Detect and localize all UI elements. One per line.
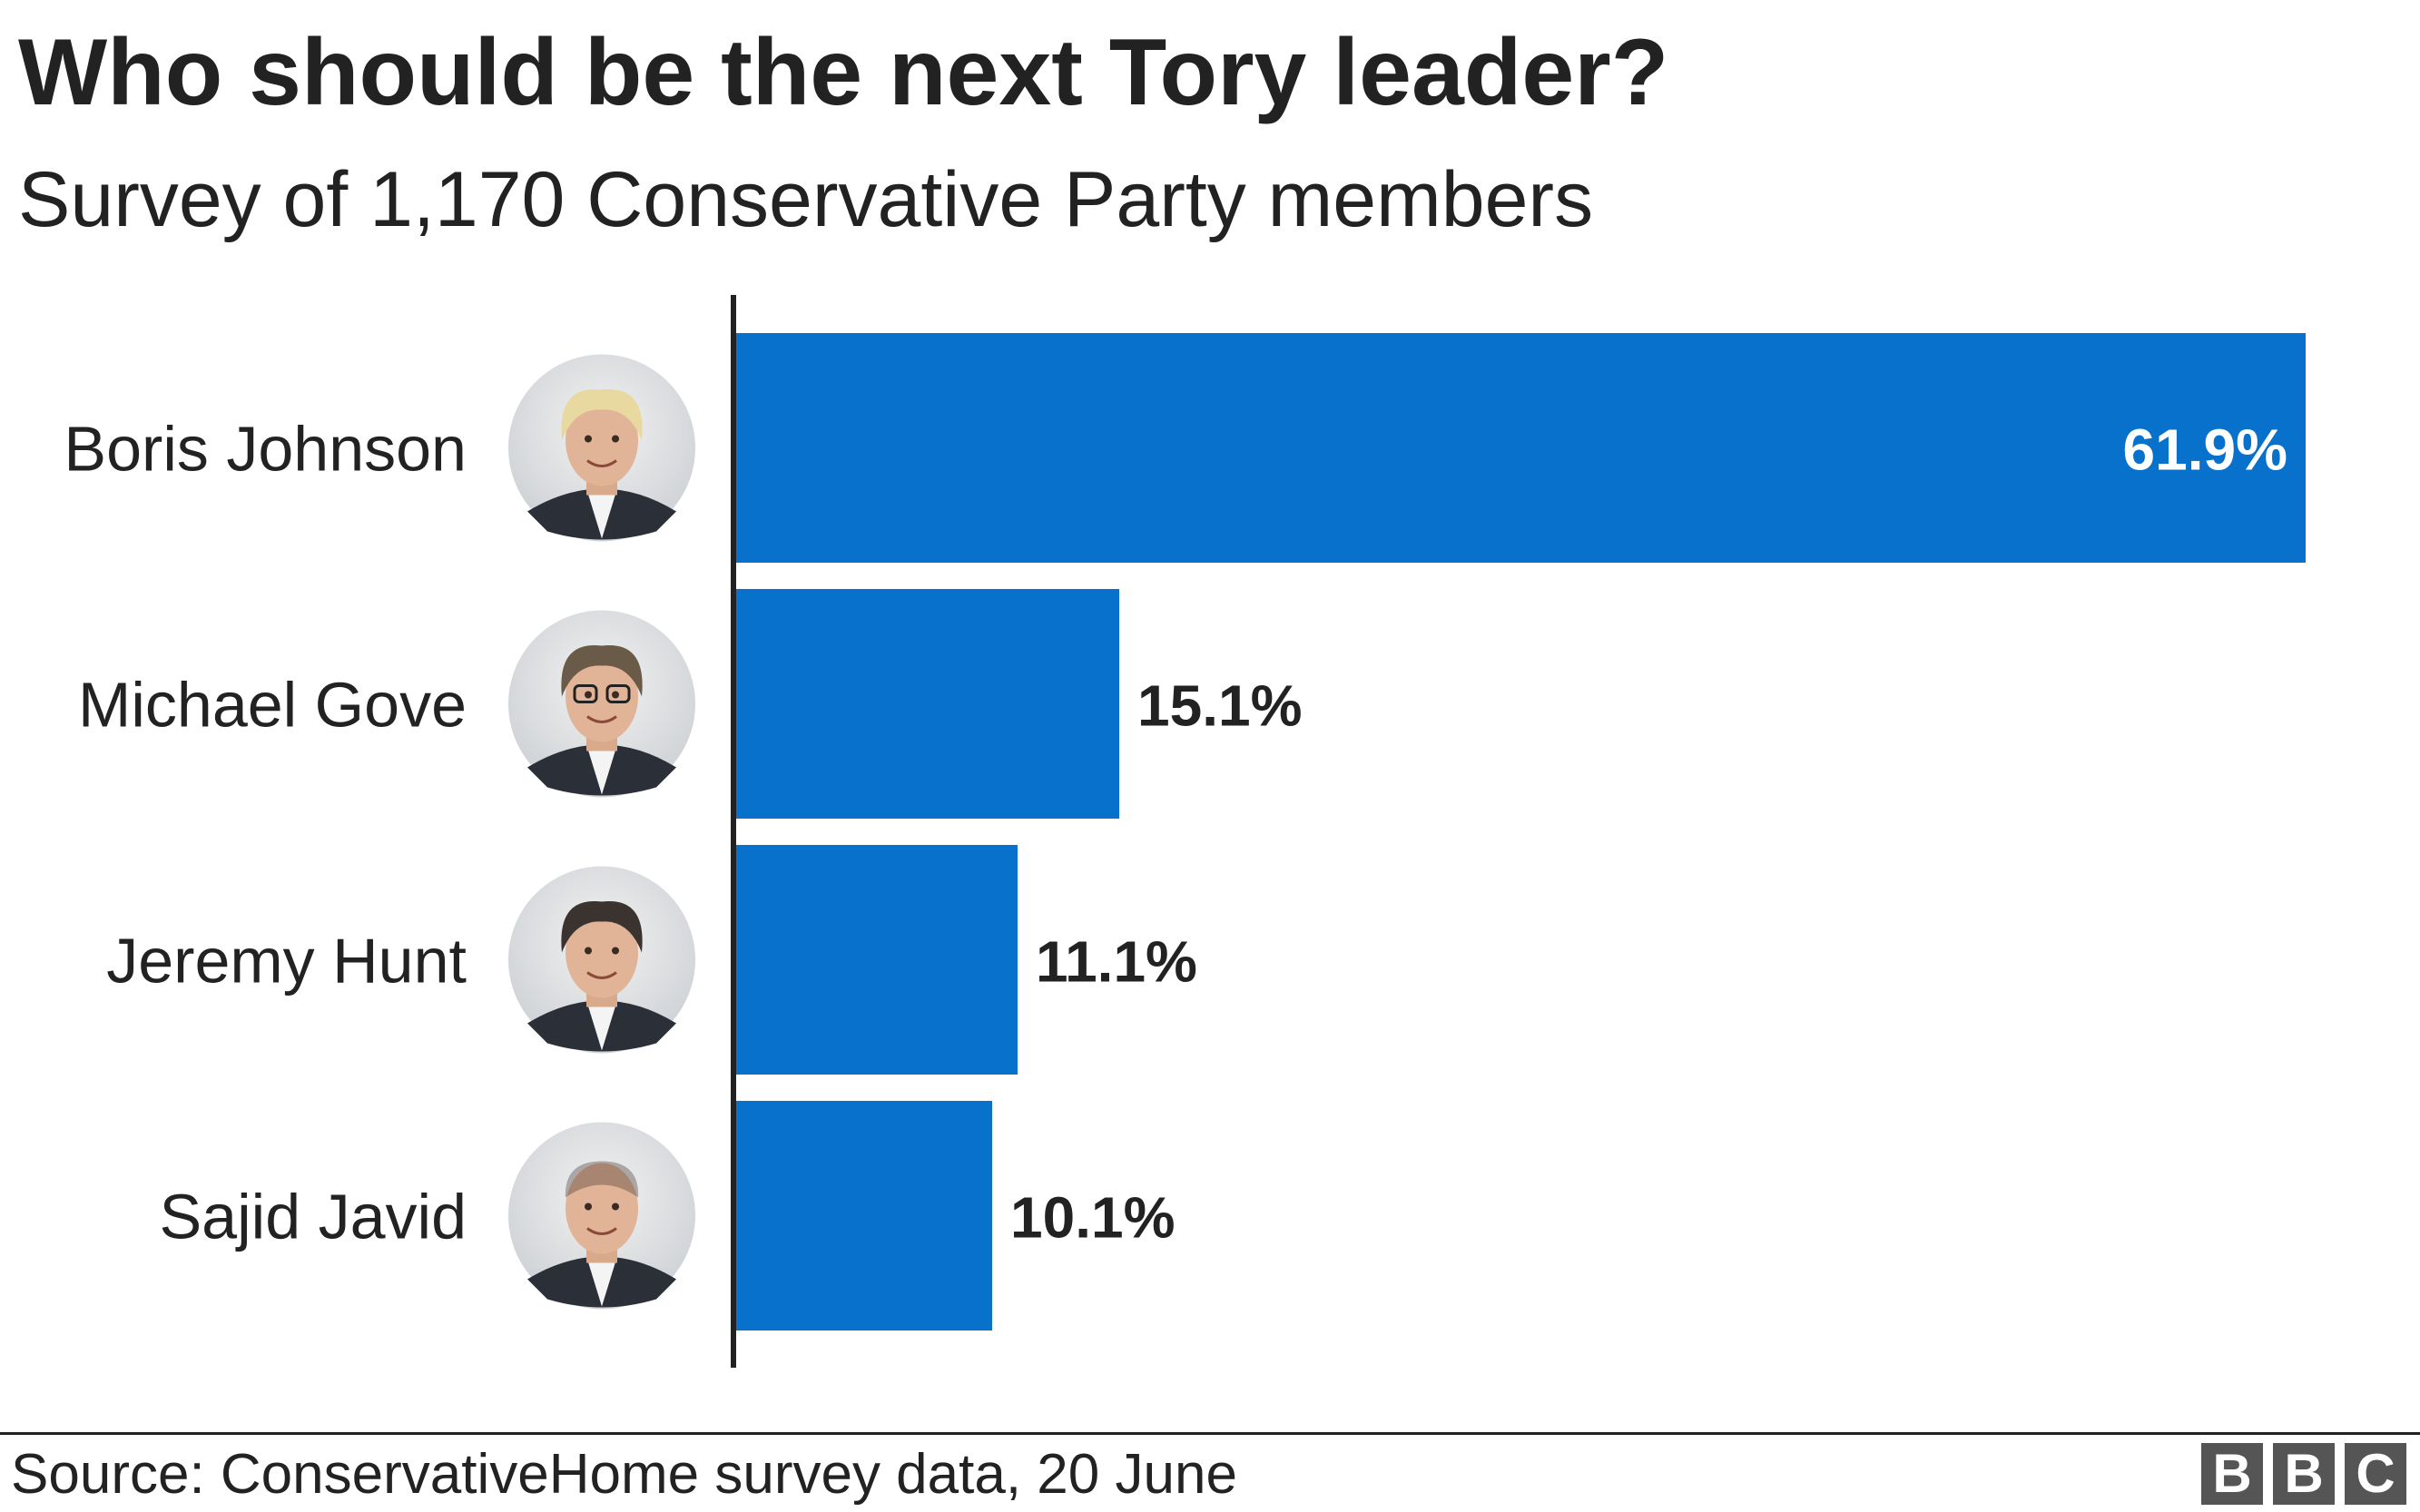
category-label: Sajid Javid bbox=[159, 1182, 467, 1252]
logo-letter: B bbox=[2273, 1443, 2335, 1505]
bar bbox=[736, 333, 2306, 563]
boris-johnson-portrait-icon bbox=[508, 354, 695, 542]
value-label: 10.1% bbox=[1010, 1185, 1175, 1251]
footer-divider bbox=[0, 1432, 2420, 1435]
source-note: Source: ConservativeHome survey data, 20… bbox=[11, 1443, 1237, 1506]
chart-subtitle: Survey of 1,170 Conservative Party membe… bbox=[18, 156, 1594, 243]
category-label: Jeremy Hunt bbox=[106, 926, 467, 997]
sajid-javid-portrait-icon bbox=[508, 1122, 695, 1310]
bbc-logo: B B C bbox=[2201, 1443, 2406, 1505]
bar bbox=[736, 845, 1018, 1075]
bar bbox=[736, 1101, 992, 1330]
value-label: 15.1% bbox=[1137, 673, 1302, 739]
logo-letter: B bbox=[2201, 1443, 2263, 1505]
value-label: 11.1% bbox=[1036, 929, 1197, 995]
chart-title: Who should be the next Tory leader? bbox=[18, 20, 1669, 125]
category-label: Boris Johnson bbox=[64, 414, 467, 485]
logo-letter: C bbox=[2345, 1443, 2406, 1505]
category-label: Michael Gove bbox=[78, 670, 467, 741]
value-label: 61.9% bbox=[2123, 417, 2287, 483]
jeremy-hunt-portrait-icon bbox=[508, 866, 695, 1054]
bar-chart: Boris Johnson 61.9% Michael Gove 15.1% Jerem… bbox=[64, 295, 2306, 1368]
michael-gove-portrait-icon bbox=[508, 610, 695, 798]
bar bbox=[736, 589, 1119, 819]
